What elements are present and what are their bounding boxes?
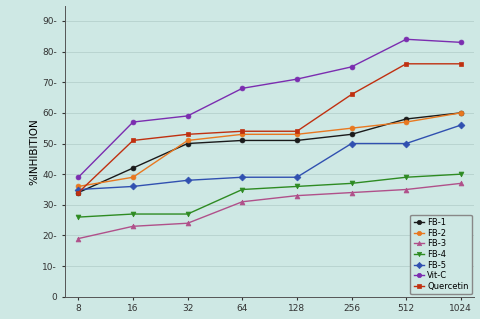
FB-4 xyxy=(130,212,136,216)
Vit-C xyxy=(240,86,245,90)
FB-2 xyxy=(294,132,300,136)
FB-2 xyxy=(403,120,409,124)
Vit-C xyxy=(185,114,191,118)
FB-3 xyxy=(185,221,191,225)
FB-3 xyxy=(348,191,354,195)
Vit-C xyxy=(403,37,409,41)
Quercetin xyxy=(348,93,354,96)
FB-5 xyxy=(240,175,245,179)
Quercetin xyxy=(130,138,136,142)
Line: FB-2: FB-2 xyxy=(76,110,463,189)
FB-4 xyxy=(185,212,191,216)
FB-3 xyxy=(130,224,136,228)
FB-4 xyxy=(458,172,464,176)
FB-5 xyxy=(348,142,354,145)
FB-2 xyxy=(458,111,464,115)
FB-2 xyxy=(75,184,81,188)
FB-1 xyxy=(294,138,300,142)
Legend: FB-1, FB-2, FB-3, FB-4, FB-5, Vit-C, Quercetin: FB-1, FB-2, FB-3, FB-4, FB-5, Vit-C, Que… xyxy=(410,215,472,294)
Line: FB-4: FB-4 xyxy=(76,172,463,219)
FB-1 xyxy=(348,132,354,136)
FB-1 xyxy=(458,111,464,115)
FB-5 xyxy=(75,188,81,191)
Vit-C xyxy=(348,65,354,69)
Vit-C xyxy=(458,41,464,44)
FB-3 xyxy=(403,188,409,191)
Line: Quercetin: Quercetin xyxy=(76,61,463,195)
Quercetin xyxy=(458,62,464,66)
FB-4 xyxy=(403,175,409,179)
Quercetin xyxy=(403,62,409,66)
FB-1 xyxy=(130,166,136,170)
FB-2 xyxy=(185,138,191,142)
FB-3 xyxy=(294,194,300,197)
Quercetin xyxy=(240,129,245,133)
Y-axis label: %INHIBITION: %INHIBITION xyxy=(30,118,39,185)
FB-5 xyxy=(185,178,191,182)
Line: Vit-C: Vit-C xyxy=(76,37,463,180)
FB-2 xyxy=(348,126,354,130)
FB-5 xyxy=(403,142,409,145)
FB-3 xyxy=(75,237,81,241)
FB-2 xyxy=(130,175,136,179)
Quercetin xyxy=(75,191,81,195)
Vit-C xyxy=(294,77,300,81)
Quercetin xyxy=(294,129,300,133)
FB-4 xyxy=(348,182,354,185)
FB-1 xyxy=(403,117,409,121)
FB-5 xyxy=(458,123,464,127)
Vit-C xyxy=(75,175,81,179)
Quercetin xyxy=(185,132,191,136)
Line: FB-5: FB-5 xyxy=(76,123,463,192)
FB-4 xyxy=(75,215,81,219)
FB-1 xyxy=(75,191,81,195)
FB-1 xyxy=(240,138,245,142)
FB-3 xyxy=(240,200,245,204)
FB-4 xyxy=(294,184,300,188)
FB-3 xyxy=(458,182,464,185)
FB-4 xyxy=(240,188,245,191)
FB-5 xyxy=(130,184,136,188)
FB-1 xyxy=(185,142,191,145)
Line: FB-1: FB-1 xyxy=(76,110,463,195)
FB-2 xyxy=(240,132,245,136)
Vit-C xyxy=(130,120,136,124)
FB-5 xyxy=(294,175,300,179)
Line: FB-3: FB-3 xyxy=(76,181,463,241)
